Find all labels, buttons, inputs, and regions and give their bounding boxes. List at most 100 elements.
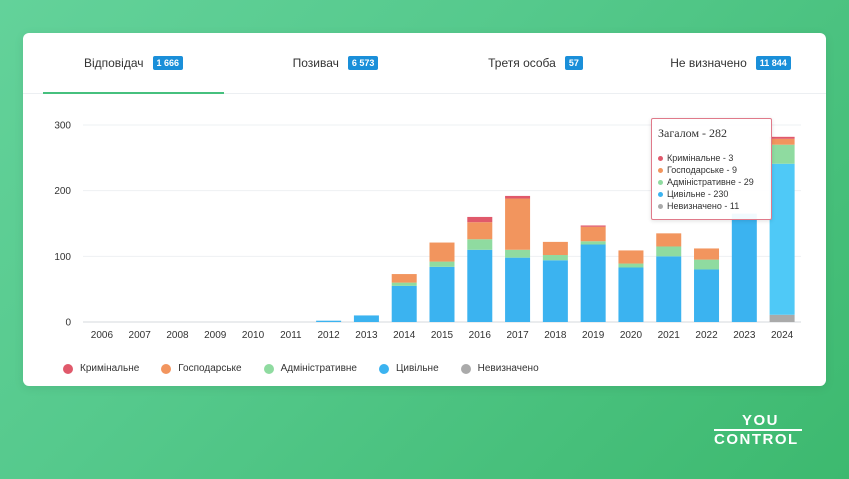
bar-segment xyxy=(769,314,795,322)
x-tick-label: 2013 xyxy=(355,330,378,341)
tooltip-row-text: Господарське - 9 xyxy=(667,165,737,175)
tab-defendant[interactable]: Відповідач 1 666 xyxy=(43,33,224,94)
chart-legend: Кримінальне Господарське Адміністративне… xyxy=(63,363,561,374)
bar-segment xyxy=(505,257,531,322)
tab-count-badge: 1 666 xyxy=(152,56,184,70)
bar-segment xyxy=(580,226,606,242)
bar-segment xyxy=(505,249,531,258)
bar-segment xyxy=(316,320,342,322)
bar-segment xyxy=(505,195,531,199)
bar-segment xyxy=(769,163,795,315)
tab-plaintiff[interactable]: Позивач 6 573 xyxy=(248,33,423,93)
chart-tooltip: Загалом - 282 Кримінальне - 3 Господарсь… xyxy=(651,118,772,220)
bar-segment xyxy=(769,136,795,139)
tooltip-row-civil: Цивільне - 230 xyxy=(658,189,728,199)
tooltip-row-text: Адміністративне - 29 xyxy=(667,177,754,187)
bar-segment xyxy=(467,222,493,240)
tooltip-dot xyxy=(658,179,663,185)
tooltip-row-text: Невизначено - 11 xyxy=(667,201,740,211)
tab-label: Третя особа xyxy=(488,56,556,70)
legend-item-undetermined[interactable]: Невизначено xyxy=(460,363,539,374)
bar-segment xyxy=(731,213,757,322)
x-tick-label: 2008 xyxy=(166,330,189,341)
legend-dot xyxy=(460,363,471,374)
x-tick-label: 2022 xyxy=(695,330,718,341)
bar-segment xyxy=(467,239,493,250)
tab-count-badge: 11 844 xyxy=(755,56,791,70)
tooltip-dot xyxy=(658,155,663,161)
tooltip-title: Загалом - 282 xyxy=(658,126,728,140)
bar-segment xyxy=(769,144,795,164)
legend-label: Господарське xyxy=(178,363,242,374)
x-tick-label: 2019 xyxy=(582,330,605,341)
bar-segment xyxy=(618,250,644,264)
tab-count-badge: 6 573 xyxy=(347,56,379,70)
x-tick-label: 2011 xyxy=(280,330,302,341)
tooltip-dot xyxy=(658,191,663,197)
tab-label: Не визначено xyxy=(670,56,747,70)
bar-segment xyxy=(429,266,455,322)
x-tick-label: 2007 xyxy=(129,330,152,341)
legend-item-criminal[interactable]: Кримінальне xyxy=(63,363,139,374)
logo-text-bottom: CONTROL xyxy=(714,431,799,448)
bar-segment xyxy=(542,260,568,322)
tooltip-dot xyxy=(658,167,663,173)
tab-count-badge: 57 xyxy=(564,56,583,70)
bar-segment xyxy=(580,244,606,322)
tab-label: Відповідач xyxy=(83,56,144,70)
y-tick-label: 100 xyxy=(54,252,71,263)
bar-segment xyxy=(391,285,417,322)
bar-segment xyxy=(542,241,568,256)
tooltip-row-text: Цивільне - 230 xyxy=(667,189,729,199)
logo-text-top: YOU xyxy=(742,412,780,429)
x-tick-label: 2021 xyxy=(658,330,681,341)
youcontrol-logo: YOU CONTROL xyxy=(712,412,804,450)
legend-label: Цивільне xyxy=(395,363,439,374)
bar-segment xyxy=(429,242,455,262)
bar-segment xyxy=(618,267,644,322)
y-tick-label: 300 xyxy=(54,121,71,132)
x-tick-label: 2018 xyxy=(544,330,567,341)
bar-segment xyxy=(467,216,493,223)
y-tick-label: 200 xyxy=(54,186,71,197)
logo-divider xyxy=(714,429,802,431)
bar-segment xyxy=(353,315,379,322)
active-tab-indicator xyxy=(43,92,224,94)
bar-segment xyxy=(618,263,644,268)
legend-dot xyxy=(161,363,172,374)
x-tick-label: 2014 xyxy=(393,330,416,341)
bar-segment xyxy=(467,249,493,322)
bar-segment xyxy=(656,256,682,322)
tooltip-row-criminal: Кримінальне - 3 xyxy=(658,153,733,163)
tooltip-row-economic: Господарське - 9 xyxy=(658,165,737,175)
tooltip-row-administrative: Адміністративне - 29 xyxy=(658,177,754,187)
legend-dot xyxy=(378,363,389,374)
legend-item-civil[interactable]: Цивільне xyxy=(378,363,439,374)
bar-segment xyxy=(694,259,720,270)
x-tick-label: 2016 xyxy=(469,330,492,341)
legend-label: Адміністративне xyxy=(280,363,357,374)
legend-label: Невизначено xyxy=(477,363,539,374)
x-tick-label: 2017 xyxy=(506,330,529,341)
bar-segment xyxy=(656,233,682,247)
bar-segment xyxy=(505,198,531,250)
tab-third-party[interactable]: Третя особа 57 xyxy=(448,33,623,93)
legend-dot xyxy=(63,363,73,374)
court-cases-card: Відповідач 1 666 Позивач 6 573 Третя осо… xyxy=(23,33,826,386)
tooltip-row-undetermined: Невизначено - 11 xyxy=(658,201,739,211)
bar-segment xyxy=(391,274,417,283)
legend-dot xyxy=(263,363,274,374)
x-tick-label: 2009 xyxy=(204,330,227,341)
tooltip-dot xyxy=(658,203,663,209)
tab-label: Позивач xyxy=(292,56,339,70)
bar-segment xyxy=(391,282,417,286)
x-tick-label: 2015 xyxy=(431,330,454,341)
x-tick-label: 2024 xyxy=(771,330,794,341)
tab-undetermined[interactable]: Не визначено 11 844 xyxy=(643,33,818,93)
bar-segment xyxy=(656,246,682,257)
legend-item-economic[interactable]: Господарське xyxy=(161,363,242,374)
bar-segment xyxy=(694,269,720,322)
role-tabs: Відповідач 1 666 Позивач 6 573 Третя осо… xyxy=(23,33,826,94)
legend-item-administrative[interactable]: Адміністративне xyxy=(263,363,357,374)
bar-segment xyxy=(769,138,795,145)
